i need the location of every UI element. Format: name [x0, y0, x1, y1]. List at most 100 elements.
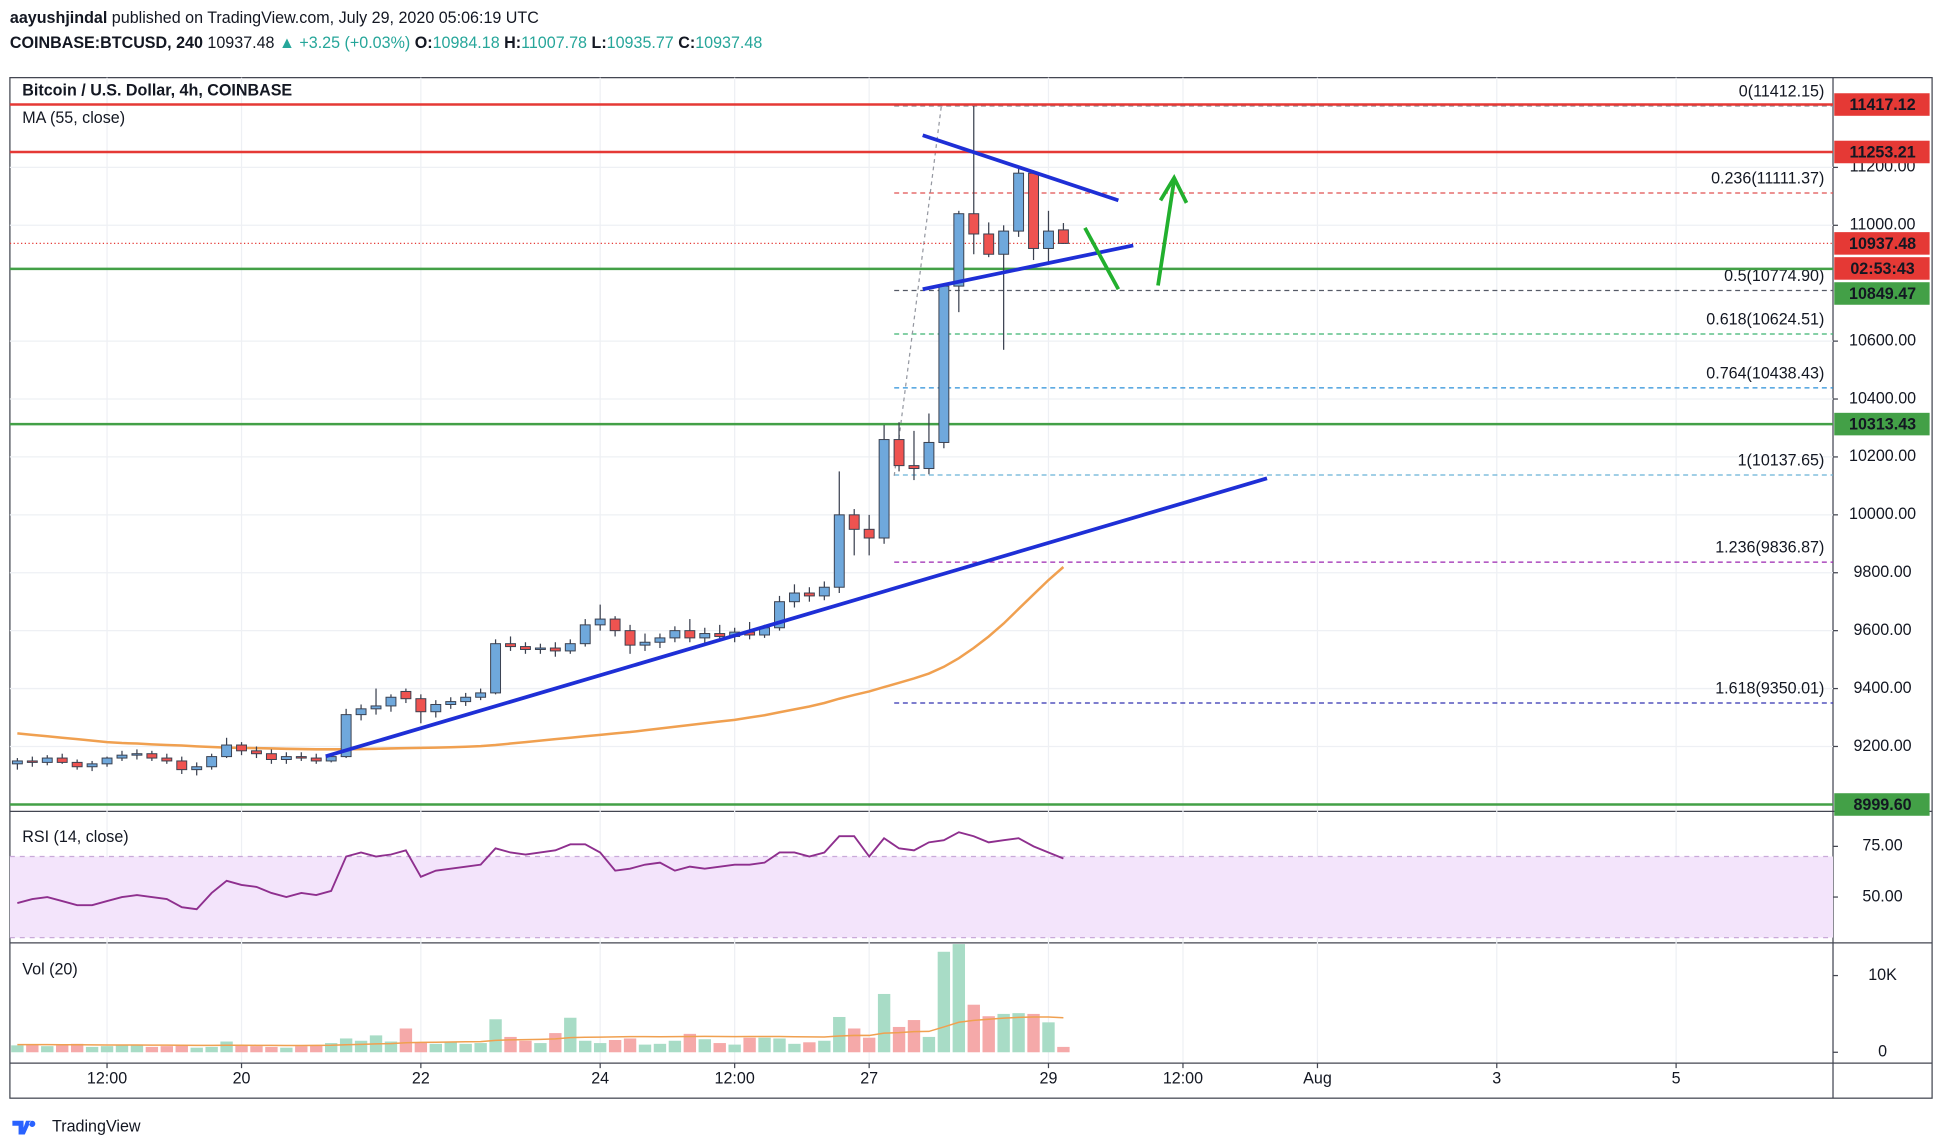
candle-body: [505, 643, 516, 648]
x-tick-label: 27: [860, 1070, 878, 1088]
candle-body: [340, 714, 352, 758]
price-label-box: [1834, 793, 1930, 816]
candle-body: [116, 754, 128, 759]
candle-body: [161, 757, 173, 762]
candle-body: [579, 624, 591, 645]
volume-bar: [265, 1046, 278, 1053]
brand: TradingView: [52, 1117, 141, 1135]
y-tick-label: 10K: [1868, 966, 1897, 984]
volume-bar: [608, 1039, 622, 1053]
volume-bar: [758, 1037, 771, 1053]
volume-bar: [429, 1043, 442, 1053]
volume-bar: [11, 1045, 24, 1053]
volume-bar: [698, 1039, 711, 1053]
y-tick-label: 9800.00: [1853, 563, 1911, 581]
rsi-line: [17, 831, 1064, 911]
x-tick-label: 20: [233, 1070, 251, 1088]
candle-body: [908, 465, 920, 470]
pane-title: Vol (20): [22, 961, 77, 979]
candle-body: [475, 692, 487, 698]
price-label-box: [1834, 257, 1930, 280]
price-label: 10849.47: [1849, 285, 1916, 303]
price-label-box: [1834, 232, 1930, 255]
fib-label: 1.236(9836.87): [1715, 539, 1824, 557]
y-tick-label: 10400.00: [1849, 389, 1916, 407]
candle-body: [460, 696, 472, 703]
ohlc-key: O:: [415, 34, 433, 52]
candle-body: [191, 766, 203, 771]
last-price: 10937.48: [207, 34, 274, 52]
candle-body: [280, 756, 292, 761]
candle-body: [176, 760, 188, 771]
candle-body: [1057, 229, 1069, 244]
y-tick-label: 9200.00: [1853, 737, 1911, 755]
candle-body: [310, 757, 322, 762]
price-label: 10937.48: [1849, 235, 1916, 253]
volume-bar: [952, 944, 966, 1053]
candle-body: [893, 439, 905, 467]
x-tick-label: 29: [1040, 1070, 1058, 1088]
y-tick-label: 10600.00: [1849, 331, 1916, 349]
volume-bar: [564, 1017, 577, 1053]
y-tick-label: 9400.00: [1853, 679, 1911, 697]
volume-bar: [56, 1045, 69, 1053]
candle-body: [699, 633, 711, 639]
fib-label: 0.5(10774.90): [1724, 267, 1824, 285]
candle-body: [848, 514, 860, 530]
volume-bar: [773, 1038, 786, 1053]
ohlc-key: H:: [504, 34, 521, 52]
volume-bar: [982, 1016, 995, 1053]
ohlc-key: C:: [678, 34, 695, 52]
x-tick-label: 5: [1672, 1070, 1681, 1088]
candle-body: [983, 233, 995, 255]
candle-body: [11, 760, 23, 765]
fib-label: 0.618(10624.51): [1706, 310, 1824, 328]
candle-body: [534, 647, 546, 650]
y-tick-label: 0: [1878, 1042, 1887, 1060]
volume-bar: [579, 1040, 592, 1053]
volume-bar: [683, 1033, 697, 1053]
volume-bar: [384, 1041, 398, 1053]
volume-bar: [713, 1043, 726, 1053]
fib-label: 0(11412.15): [1739, 82, 1825, 100]
x-tick-label: 12:00: [1163, 1070, 1203, 1088]
y-tick-label: 9600.00: [1853, 621, 1911, 639]
candle-body: [1028, 172, 1039, 249]
pane-title: RSI (14, close): [22, 828, 128, 846]
volume-bar: [489, 1019, 502, 1053]
candle-body: [833, 514, 845, 588]
candle-body: [923, 441, 935, 470]
volume-bar: [41, 1046, 54, 1053]
volume-bar: [549, 1033, 562, 1053]
candle-body: [968, 213, 980, 235]
candle-body: [863, 528, 875, 539]
volume-bar: [638, 1044, 652, 1053]
candle-body: [938, 285, 950, 443]
volume-bar: [862, 1037, 876, 1053]
candle-body: [1043, 230, 1054, 249]
candle-body: [549, 647, 561, 652]
price-label-box: [1834, 282, 1930, 305]
price-label-box: [1834, 140, 1930, 164]
footer: TradingView: [12, 1117, 141, 1135]
volume-bar: [115, 1045, 129, 1053]
candle-body: [71, 761, 83, 768]
volume-bar: [922, 1036, 936, 1053]
ma-line: [17, 566, 1065, 751]
candle-body: [594, 618, 606, 626]
fib-label: 0.236(11111.37): [1711, 170, 1824, 188]
volume-bar: [534, 1043, 547, 1053]
volume-bar: [937, 951, 951, 1053]
candle-body: [445, 701, 457, 705]
volume-bar: [235, 1045, 248, 1053]
header-line-2: COINBASE:BTCUSD, 240 10937.48 ▲ +3.25 (+…: [10, 34, 762, 52]
candle-body: [998, 230, 1010, 255]
candle-body: [221, 744, 233, 758]
volume-bar: [728, 1044, 741, 1053]
candle-body: [654, 637, 666, 643]
volume-bar: [354, 1040, 368, 1053]
x-tick-label: 22: [412, 1070, 430, 1088]
change: ▲ +3.25 (+0.03%): [279, 34, 410, 52]
ohlc-value: 10984.18: [433, 34, 500, 52]
